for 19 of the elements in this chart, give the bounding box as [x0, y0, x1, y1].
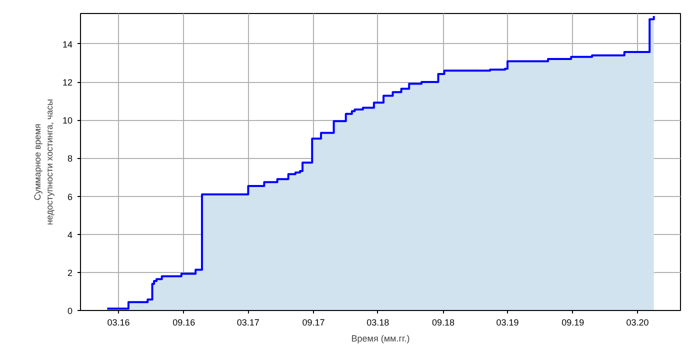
- y-tick-label: 8: [67, 154, 73, 164]
- y-tick-label: 6: [67, 192, 73, 202]
- x-tick-label: 09.18: [432, 318, 454, 328]
- y-tick-label: 2: [67, 268, 73, 278]
- x-tick-label: 03.20: [626, 318, 649, 328]
- x-tick-label: 09.17: [302, 318, 325, 328]
- x-tick-label: 03.17: [236, 318, 260, 328]
- x-tick-label: 03.19: [496, 318, 519, 328]
- y-tick-label: 0: [67, 306, 73, 316]
- y-tick-label: 10: [62, 116, 73, 126]
- y-axis-title: Суммарное время недоступности хостинга, часы: [32, 98, 54, 226]
- x-tick-label: 03.18: [366, 318, 390, 328]
- x-tick-label: 09.19: [562, 318, 584, 328]
- y-tick-label: 14: [62, 39, 73, 50]
- x-axis-title: Время (мм.гг.): [351, 334, 410, 344]
- x-tick-label: 03.16: [107, 318, 130, 328]
- x-tick-label: 09.16: [172, 318, 196, 328]
- y-tick-label: 12: [62, 78, 73, 88]
- y-tick-label: 4: [67, 230, 73, 240]
